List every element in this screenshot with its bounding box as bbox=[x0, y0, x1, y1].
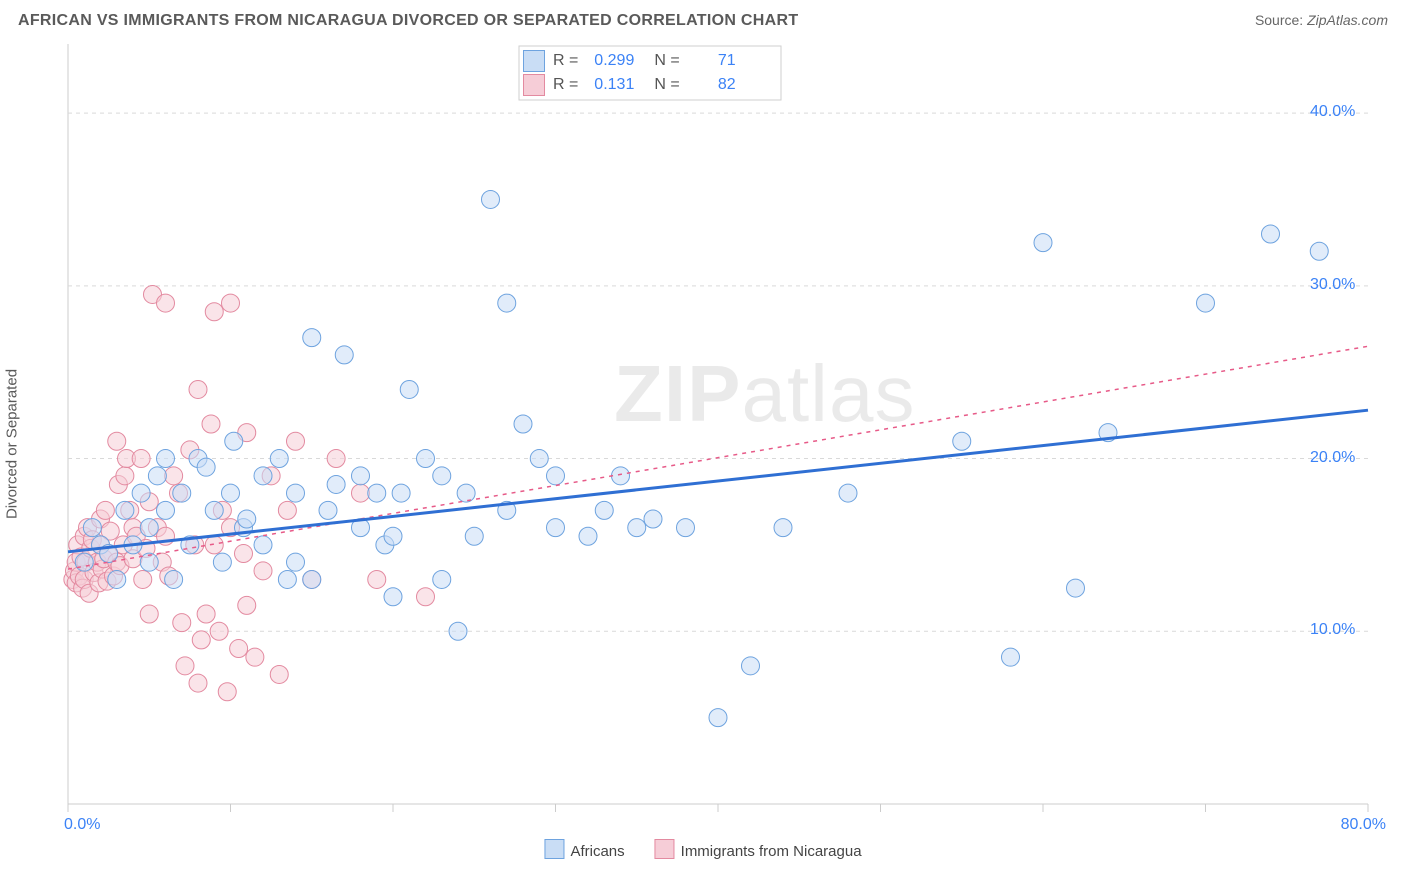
legend-item-1: Africans bbox=[544, 839, 624, 860]
stat-R-value-1: 0.299 bbox=[586, 52, 634, 70]
source-name: ZipAtlas.com bbox=[1307, 12, 1388, 28]
y-tick-label: 30.0% bbox=[1310, 276, 1355, 294]
series-swatch-2 bbox=[523, 74, 545, 96]
chart-title: AFRICAN VS IMMIGRANTS FROM NICARAGUA DIV… bbox=[18, 12, 798, 30]
legend-swatch-2 bbox=[655, 839, 675, 859]
stats-row-series-1: R = 0.299 N = 71 bbox=[523, 50, 736, 72]
stat-N-label: N = bbox=[654, 76, 679, 94]
chart-area: Divorced or Separated 0.0% 80.0% 10.0% 2… bbox=[18, 34, 1388, 854]
stat-R-label: R = bbox=[553, 52, 578, 70]
legend-label-1: Africans bbox=[570, 843, 624, 860]
scatter-plot-svg bbox=[18, 34, 1388, 824]
source-attribution: Source: ZipAtlas.com bbox=[1255, 12, 1388, 28]
stats-row-series-2: R = 0.131 N = 82 bbox=[523, 74, 736, 96]
source-label: Source: bbox=[1255, 12, 1303, 28]
stat-R-label: R = bbox=[553, 76, 578, 94]
stat-N-value-1: 71 bbox=[688, 52, 736, 70]
x-axis-min-label: 0.0% bbox=[64, 816, 100, 834]
bottom-legend: Africans Immigrants from Nicaragua bbox=[544, 839, 861, 860]
series-swatch-1 bbox=[523, 50, 545, 72]
x-axis-max-label: 80.0% bbox=[1341, 816, 1386, 834]
stats-legend-box: R = 0.299 N = 71 R = 0.131 N = 82 bbox=[523, 50, 736, 96]
stat-R-value-2: 0.131 bbox=[586, 76, 634, 94]
stat-N-value-2: 82 bbox=[688, 76, 736, 94]
y-tick-label: 40.0% bbox=[1310, 103, 1355, 121]
y-tick-label: 20.0% bbox=[1310, 449, 1355, 467]
legend-label-2: Immigrants from Nicaragua bbox=[681, 843, 862, 860]
y-tick-label: 10.0% bbox=[1310, 621, 1355, 639]
legend-swatch-1 bbox=[544, 839, 564, 859]
stat-N-label: N = bbox=[654, 52, 679, 70]
y-axis-label: Divorced or Separated bbox=[4, 369, 21, 519]
legend-item-2: Immigrants from Nicaragua bbox=[655, 839, 862, 860]
